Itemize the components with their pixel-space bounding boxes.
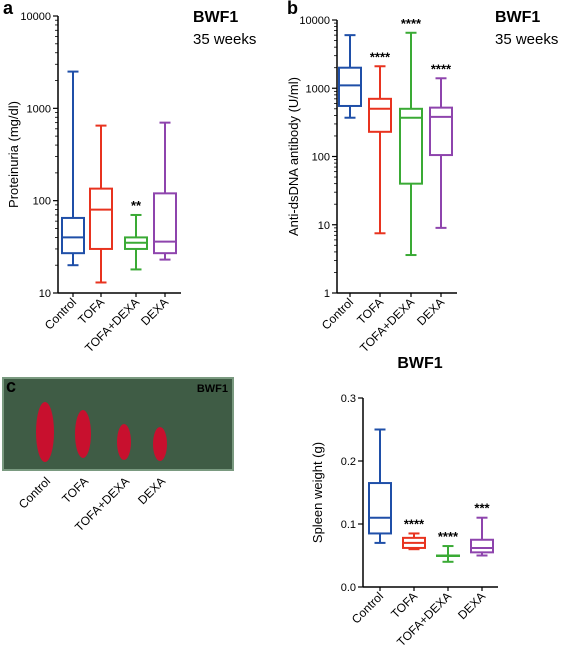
chart-title: BWF1 — [193, 9, 238, 26]
significance: **** — [438, 529, 459, 544]
box — [470, 538, 494, 554]
panel-label: c — [6, 376, 16, 396]
x-tick-label: DEXA — [138, 295, 171, 328]
y-tick-label: 10 — [318, 220, 330, 232]
y-tick-label: 0.2 — [341, 456, 356, 468]
photo-panel: c BWF1 — [2, 376, 234, 471]
x-tick-label: Control — [319, 295, 356, 332]
significance: ** — [131, 198, 142, 213]
chart: 0.0 0.1 0.2 0.3 Spleen weight (g) BWF1 Control… — [310, 355, 498, 649]
box — [429, 106, 453, 157]
significance: **** — [370, 49, 391, 64]
y-axis-label: Proteinuria (mg/dl) — [6, 101, 21, 208]
photo-frame — [2, 377, 234, 471]
significance: **** — [404, 516, 425, 531]
photo-label: Control — [16, 474, 53, 511]
chart-title: BWF1 — [397, 355, 442, 372]
panel-label: b — [287, 0, 298, 18]
x-tick-label: Control — [349, 589, 386, 626]
y-tick-label: 1000 — [306, 83, 330, 95]
box — [61, 216, 85, 255]
spleen — [75, 410, 91, 458]
x-tick-label: Control — [42, 295, 79, 332]
y-axis-label: Spleen weight (g) — [310, 442, 325, 543]
x-tick-label: TOFA — [388, 589, 420, 621]
photo-title: BWF1 — [197, 383, 228, 395]
spleen — [153, 427, 167, 461]
y-tick-label: 100 — [33, 196, 51, 208]
box — [89, 187, 113, 250]
significance: *** — [474, 501, 490, 516]
photo-label: TOFA — [59, 474, 91, 506]
spleen — [117, 424, 131, 460]
y-tick-label: 10 — [39, 288, 51, 300]
x-tick-label: DEXA — [414, 295, 447, 328]
y-tick-label: 0.0 — [341, 582, 356, 594]
box — [368, 482, 392, 535]
spleen — [36, 402, 54, 462]
box — [153, 192, 177, 255]
box — [399, 107, 423, 185]
y-tick-label: 0.1 — [341, 519, 356, 531]
x-tick-label: DEXA — [455, 589, 488, 622]
significance: **** — [431, 61, 452, 76]
y-tick-label: 1000 — [27, 103, 51, 115]
chart-subtitle: 35 weeks — [193, 31, 256, 48]
chart: 10 100 1000 10000 Proteinuria (mg/dl) a BWF1 35… — [3, 0, 256, 355]
y-tick-label: 1 — [324, 288, 330, 300]
chart-title: BWF1 — [495, 9, 540, 26]
photo-label: DEXA — [135, 474, 168, 507]
panel-label: a — [3, 0, 14, 18]
y-axis-label: Anti-dsDNA antibody (U/ml) — [286, 77, 301, 236]
y-tick-label: 0.3 — [341, 393, 356, 405]
significance: **** — [401, 16, 422, 31]
box — [338, 66, 362, 107]
chart: 1 10 100 1000 10000 Anti-dsDNA antibody (U/ml… — [286, 0, 558, 355]
y-tick-label: 10000 — [20, 11, 51, 23]
chart-subtitle: 35 weeks — [495, 31, 558, 48]
y-tick-label: 100 — [312, 152, 330, 164]
box — [368, 97, 392, 133]
y-tick-label: 10000 — [299, 15, 330, 27]
x-tick-label: TOFA — [75, 295, 107, 327]
